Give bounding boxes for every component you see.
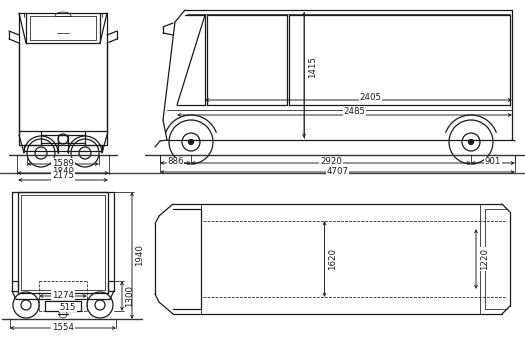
Text: 901: 901 [485, 157, 501, 166]
Text: 1300: 1300 [125, 285, 134, 307]
Text: 1620: 1620 [329, 248, 338, 270]
Text: 2920: 2920 [320, 157, 342, 166]
Text: 2485: 2485 [343, 108, 365, 117]
Text: 1274: 1274 [52, 291, 74, 300]
Text: 1220: 1220 [480, 248, 489, 270]
Text: 4707: 4707 [327, 166, 349, 175]
Text: 2405: 2405 [360, 92, 382, 101]
Text: 1554: 1554 [52, 322, 74, 331]
Text: 515: 515 [60, 302, 76, 311]
Text: 1840: 1840 [52, 167, 74, 176]
Text: 1589: 1589 [52, 158, 74, 167]
Circle shape [188, 139, 194, 145]
Text: 886: 886 [167, 157, 184, 166]
Text: 1415: 1415 [308, 56, 317, 78]
Text: 2175: 2175 [52, 172, 74, 181]
Text: 1940: 1940 [135, 245, 144, 266]
Circle shape [468, 139, 474, 145]
